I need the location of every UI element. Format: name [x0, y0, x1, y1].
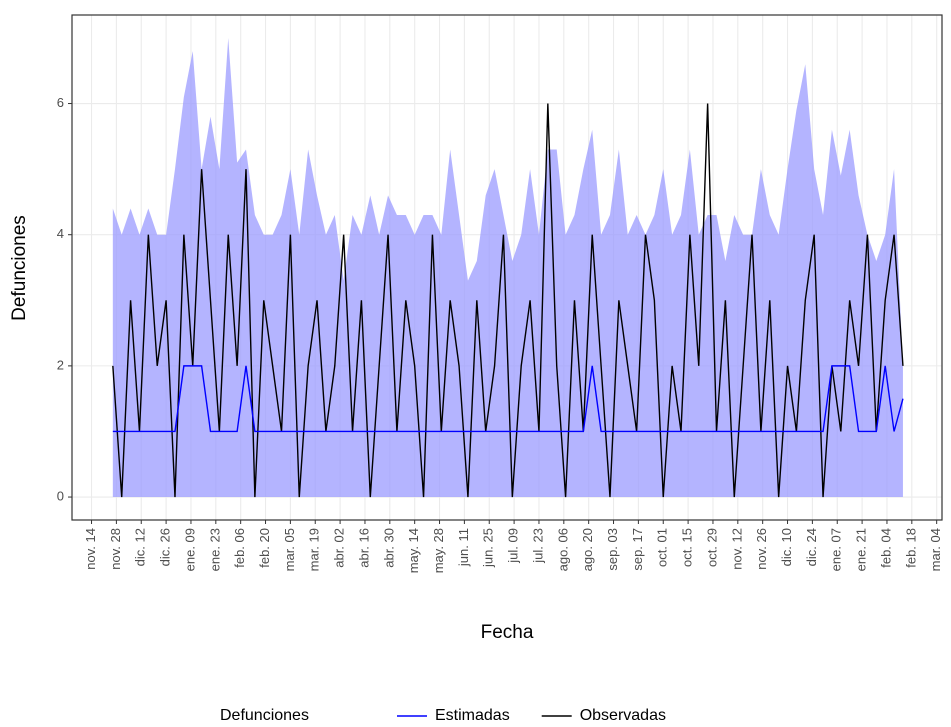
y-tick-label: 2 [57, 357, 64, 372]
x-tick-label: nov. 28 [108, 528, 123, 570]
y-tick-label: 6 [57, 95, 64, 110]
x-tick-label: feb. 06 [232, 528, 247, 568]
x-tick-label: abr. 02 [332, 528, 347, 568]
panel-border [71, 14, 943, 521]
x-tick-label: sep. 03 [605, 528, 620, 571]
x-tick-label: jul. 23 [530, 528, 545, 564]
x-tick-label: feb. 04 [878, 528, 893, 568]
legend: Defunciones Estimadas Observadas [220, 707, 666, 724]
x-tick-label: nov. 12 [729, 528, 744, 570]
y-axis-title: Defunciones [9, 215, 30, 321]
x-tick-label: oct. 29 [704, 528, 719, 567]
x-tick-label: dic. 26 [158, 528, 173, 566]
x-tick-label: abr. 30 [381, 528, 396, 568]
x-tick-label: ago. 20 [580, 528, 595, 571]
plot-area [112, 37, 904, 498]
x-tick-label: may. 14 [406, 528, 421, 573]
x-tick-label: nov. 14 [83, 528, 98, 570]
y-tick-label: 0 [57, 488, 64, 503]
y-tick-label: 4 [57, 226, 64, 241]
x-tick-label: dic. 24 [804, 528, 819, 566]
x-tick-label: mar. 04 [928, 528, 943, 571]
x-tick-label: mar. 19 [307, 528, 322, 571]
x-tick-label: ago. 06 [555, 528, 570, 571]
x-tick-label: jun. 11 [456, 528, 471, 567]
legend-label: Observadas [580, 707, 666, 724]
legend-label: Estimadas [435, 707, 510, 724]
x-tick-label: mar. 05 [282, 528, 297, 571]
x-tick-label: ene. 09 [182, 528, 197, 571]
x-tick-label: jul. 09 [506, 528, 521, 564]
confidence-band [112, 37, 903, 498]
axes: 0 2 4 6 nov. 14 nov. 28 dic. 12 dic. 26 ene. 09 e… [57, 95, 943, 573]
x-tick-label: dic. 10 [779, 528, 794, 566]
x-tick-label: feb. 20 [257, 528, 272, 568]
legend-title: Defunciones [220, 707, 309, 724]
x-tick-label: oct. 15 [680, 528, 695, 567]
x-tick-label: ene. 23 [207, 528, 222, 571]
x-axis-title: Fecha [481, 622, 534, 643]
x-tick-label: ene. 07 [829, 528, 844, 571]
x-tick-label: nov. 26 [754, 528, 769, 570]
x-tick-label: jun. 25 [481, 528, 496, 568]
x-tick-label: oct. 01 [655, 528, 670, 567]
x-tick-label: ene. 21 [854, 528, 869, 571]
series-line [112, 103, 904, 498]
x-tick-label: feb. 18 [903, 528, 918, 568]
x-tick-label: sep. 17 [630, 528, 645, 571]
x-tick-label: abr. 16 [356, 528, 371, 568]
series-line [112, 365, 904, 433]
x-tick-label: may. 28 [431, 528, 446, 573]
x-tick-label: dic. 12 [133, 528, 148, 566]
